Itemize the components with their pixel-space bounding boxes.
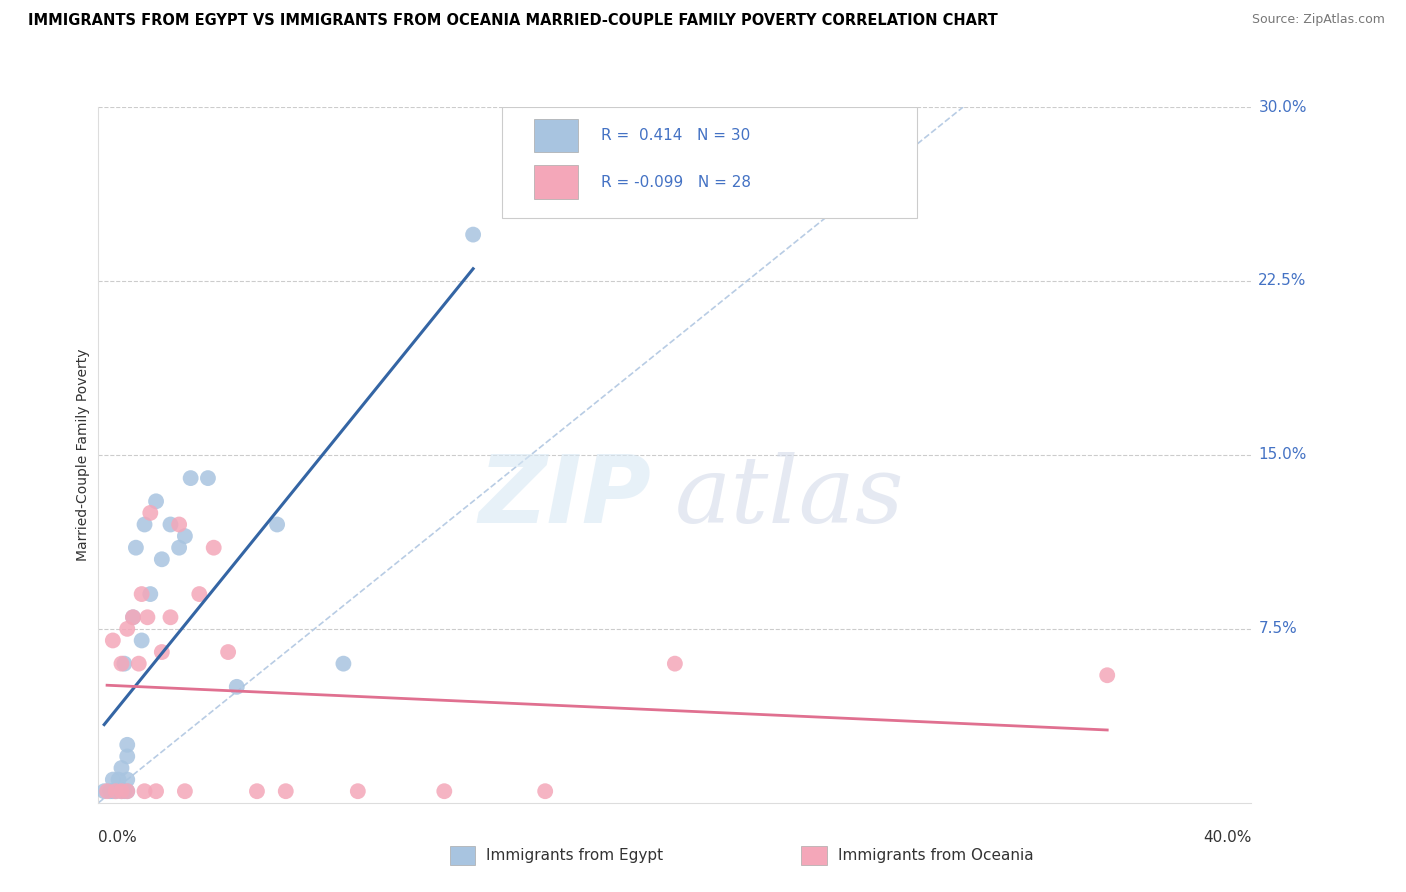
Point bbox=[101, 784, 124, 798]
Point bbox=[159, 517, 181, 532]
Point bbox=[225, 680, 247, 694]
Point bbox=[128, 657, 150, 671]
Point bbox=[134, 784, 156, 798]
Text: IMMIGRANTS FROM EGYPT VS IMMIGRANTS FROM OCEANIA MARRIED-COUPLE FAMILY POVERTY C: IMMIGRANTS FROM EGYPT VS IMMIGRANTS FROM… bbox=[28, 13, 998, 29]
Point bbox=[110, 657, 132, 671]
Point bbox=[174, 784, 197, 798]
Point bbox=[150, 552, 173, 566]
Point bbox=[274, 784, 297, 798]
FancyBboxPatch shape bbox=[534, 166, 578, 199]
Text: R = -0.099   N = 28: R = -0.099 N = 28 bbox=[602, 175, 751, 190]
Point bbox=[136, 610, 159, 624]
Point bbox=[145, 494, 167, 508]
Point bbox=[433, 784, 456, 798]
FancyBboxPatch shape bbox=[534, 119, 578, 153]
Point bbox=[107, 772, 129, 787]
Point bbox=[112, 784, 135, 798]
Point bbox=[122, 610, 145, 624]
Point bbox=[197, 471, 219, 485]
Point bbox=[202, 541, 225, 555]
Point bbox=[461, 227, 484, 242]
Point bbox=[117, 749, 138, 764]
Point bbox=[125, 541, 148, 555]
Point bbox=[266, 517, 288, 532]
Text: 0.0%: 0.0% bbox=[98, 830, 138, 845]
Point bbox=[150, 645, 173, 659]
Point bbox=[139, 587, 162, 601]
Text: ZIP: ZIP bbox=[479, 450, 652, 542]
Point bbox=[112, 657, 135, 671]
Point bbox=[139, 506, 162, 520]
Point bbox=[101, 772, 124, 787]
Point bbox=[180, 471, 202, 485]
Point bbox=[1097, 668, 1119, 682]
Point bbox=[110, 784, 132, 798]
Point bbox=[93, 784, 115, 798]
Point bbox=[167, 517, 190, 532]
FancyBboxPatch shape bbox=[502, 107, 917, 219]
Point bbox=[131, 587, 153, 601]
Point bbox=[117, 784, 138, 798]
Text: Immigrants from Oceania: Immigrants from Oceania bbox=[838, 848, 1033, 863]
Point bbox=[246, 784, 269, 798]
Point bbox=[117, 738, 138, 752]
Point bbox=[122, 610, 145, 624]
Point bbox=[174, 529, 197, 543]
Point bbox=[117, 622, 138, 636]
Point bbox=[104, 784, 127, 798]
Point bbox=[145, 784, 167, 798]
Point bbox=[332, 657, 354, 671]
Text: 22.5%: 22.5% bbox=[1258, 274, 1306, 288]
Point bbox=[96, 784, 118, 798]
Point bbox=[534, 784, 557, 798]
Point bbox=[104, 784, 127, 798]
Point bbox=[664, 657, 686, 671]
Point bbox=[217, 645, 239, 659]
Point bbox=[167, 541, 190, 555]
Point bbox=[134, 517, 156, 532]
Text: 7.5%: 7.5% bbox=[1258, 622, 1298, 636]
Point bbox=[131, 633, 153, 648]
Text: 40.0%: 40.0% bbox=[1204, 830, 1251, 845]
Point bbox=[117, 772, 138, 787]
Point bbox=[110, 761, 132, 775]
Text: 15.0%: 15.0% bbox=[1258, 448, 1306, 462]
Point bbox=[110, 784, 132, 798]
Point bbox=[346, 784, 368, 798]
Text: Source: ZipAtlas.com: Source: ZipAtlas.com bbox=[1251, 13, 1385, 27]
Point bbox=[159, 610, 181, 624]
Text: Immigrants from Egypt: Immigrants from Egypt bbox=[486, 848, 664, 863]
Point bbox=[98, 784, 121, 798]
Point bbox=[188, 587, 211, 601]
Point bbox=[117, 784, 138, 798]
Y-axis label: Married-Couple Family Poverty: Married-Couple Family Poverty bbox=[76, 349, 90, 561]
Text: 30.0%: 30.0% bbox=[1258, 100, 1306, 114]
Point bbox=[101, 633, 124, 648]
Text: atlas: atlas bbox=[675, 451, 904, 541]
Text: R =  0.414   N = 30: R = 0.414 N = 30 bbox=[602, 128, 751, 143]
